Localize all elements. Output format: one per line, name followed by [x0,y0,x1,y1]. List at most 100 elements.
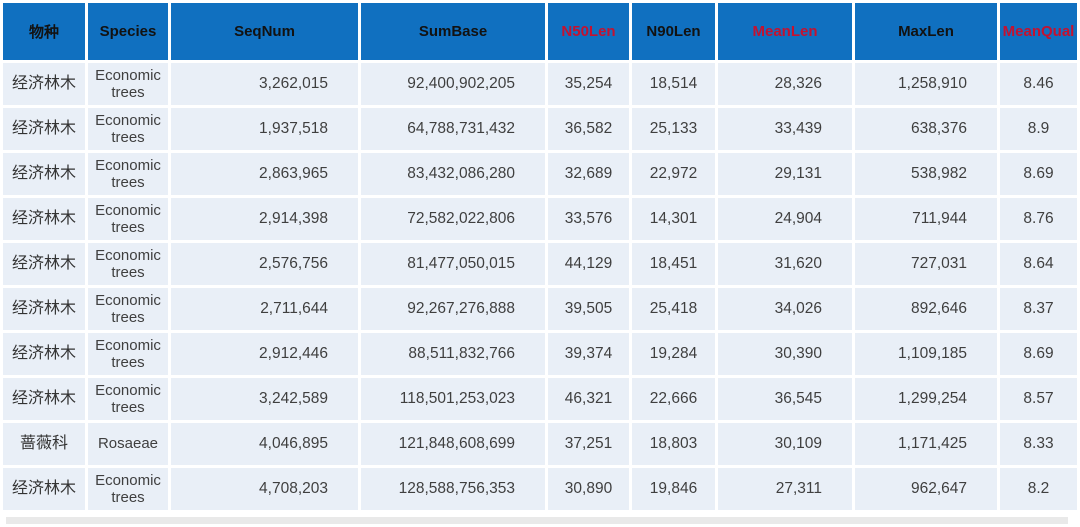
header-cell-maxlen: MaxLen [855,3,997,60]
cell-sumbase: 72,582,022,806 [361,198,545,240]
cell-species_cn: 经济林木 [3,333,85,375]
cell-n90len: 18,514 [632,63,715,105]
cell-species_en: Economic trees [88,333,168,375]
cell-sumbase: 128,588,756,353 [361,468,545,510]
cell-species_en: Economic trees [88,108,168,150]
table-row: 经济林木 Economic trees 1,937,518 64,788,731,43… [3,108,1077,150]
table-body: 经济林木 Economic trees 3,262,015 92,400,902,20… [3,63,1077,510]
cell-meanqual: 8.2 [1000,468,1077,510]
cell-species_en: Economic trees [88,243,168,285]
cell-species_en: Economic trees [88,153,168,195]
cell-n90len: 25,418 [632,288,715,330]
cell-maxlen: 727,031 [855,243,997,285]
cell-species_cn: 经济林木 [3,378,85,420]
cell-seqnum: 3,262,015 [171,63,358,105]
table-header-row: 物种 Species SeqNum SumBase N50Len N90Len MeanLe… [3,3,1077,60]
cell-species_cn: 经济林木 [3,468,85,510]
cell-n50len: 37,251 [548,423,629,465]
cell-n90len: 22,666 [632,378,715,420]
cell-sumbase: 81,477,050,015 [361,243,545,285]
cell-n90len: 19,846 [632,468,715,510]
header-cell-meanqual: MeanQual [1000,3,1077,60]
cell-seqnum: 3,242,589 [171,378,358,420]
cell-n90len: 25,133 [632,108,715,150]
cell-species_en: Economic trees [88,198,168,240]
cell-meanlen: 27,311 [718,468,852,510]
cell-meanqual: 8.46 [1000,63,1077,105]
cell-maxlen: 638,376 [855,108,997,150]
bottom-edge-strip [6,517,1068,524]
cell-meanqual: 8.9 [1000,108,1077,150]
cell-sumbase: 92,400,902,205 [361,63,545,105]
species-assembly-stats-table: 物种 Species SeqNum SumBase N50Len N90Len MeanLe… [3,3,1077,510]
cell-species_cn: 经济林木 [3,153,85,195]
cell-seqnum: 1,937,518 [171,108,358,150]
cell-maxlen: 892,646 [855,288,997,330]
table-row: 经济林木 Economic trees 2,863,965 83,432,086,28… [3,153,1077,195]
cell-species_cn: 经济林木 [3,243,85,285]
cell-maxlen: 1,171,425 [855,423,997,465]
cell-n50len: 33,576 [548,198,629,240]
cell-seqnum: 4,708,203 [171,468,358,510]
cell-seqnum: 4,046,895 [171,423,358,465]
cell-maxlen: 538,982 [855,153,997,195]
cell-n90len: 18,451 [632,243,715,285]
cell-meanqual: 8.76 [1000,198,1077,240]
cell-species_cn: 蔷薇科 [3,423,85,465]
cell-meanqual: 8.37 [1000,288,1077,330]
cell-species_cn: 经济林木 [3,63,85,105]
header-cell-n50len: N50Len [548,3,629,60]
cell-n90len: 19,284 [632,333,715,375]
cell-maxlen: 711,944 [855,198,997,240]
cell-n50len: 35,254 [548,63,629,105]
table-row: 经济林木 Economic trees 3,262,015 92,400,902,20… [3,63,1077,105]
cell-n90len: 18,803 [632,423,715,465]
cell-species_en: Economic trees [88,63,168,105]
cell-seqnum: 2,914,398 [171,198,358,240]
cell-meanqual: 8.69 [1000,153,1077,195]
cell-meanlen: 31,620 [718,243,852,285]
cell-species_en: Economic trees [88,378,168,420]
cell-sumbase: 118,501,253,023 [361,378,545,420]
cell-maxlen: 1,109,185 [855,333,997,375]
table-row: 蔷薇科 Rosaeae 4,046,895 121,848,608,699 37,251… [3,423,1077,465]
cell-sumbase: 92,267,276,888 [361,288,545,330]
cell-n50len: 36,582 [548,108,629,150]
cell-n50len: 46,321 [548,378,629,420]
cell-n50len: 32,689 [548,153,629,195]
header-cell-sumbase: SumBase [361,3,545,60]
cell-meanqual: 8.64 [1000,243,1077,285]
cell-species_cn: 经济林木 [3,198,85,240]
table-header: 物种 Species SeqNum SumBase N50Len N90Len MeanLe… [3,3,1077,60]
cell-seqnum: 2,863,965 [171,153,358,195]
table-row: 经济林木 Economic trees 2,576,756 81,477,050,01… [3,243,1077,285]
cell-meanlen: 30,390 [718,333,852,375]
cell-n50len: 30,890 [548,468,629,510]
cell-meanlen: 28,326 [718,63,852,105]
cell-n50len: 44,129 [548,243,629,285]
cell-seqnum: 2,912,446 [171,333,358,375]
cell-maxlen: 962,647 [855,468,997,510]
header-cell-seqnum: SeqNum [171,3,358,60]
cell-maxlen: 1,299,254 [855,378,997,420]
cell-meanlen: 29,131 [718,153,852,195]
table-row: 经济林木 Economic trees 4,708,203 128,588,756,3… [3,468,1077,510]
cell-species_en: Economic trees [88,288,168,330]
table-row: 经济林木 Economic trees 2,912,446 88,511,832,76… [3,333,1077,375]
cell-species_cn: 经济林木 [3,108,85,150]
cell-meanlen: 30,109 [718,423,852,465]
header-cell-species_cn: 物种 [3,3,85,60]
cell-species_en: Rosaeae [88,423,168,465]
cell-sumbase: 64,788,731,432 [361,108,545,150]
cell-n90len: 22,972 [632,153,715,195]
cell-sumbase: 121,848,608,699 [361,423,545,465]
cell-species_en: Economic trees [88,468,168,510]
table-row: 经济林木 Economic trees 2,711,644 92,267,276,88… [3,288,1077,330]
header-cell-meanlen: MeanLen [718,3,852,60]
header-cell-n90len: N90Len [632,3,715,60]
cell-n90len: 14,301 [632,198,715,240]
cell-meanqual: 8.33 [1000,423,1077,465]
cell-meanlen: 34,026 [718,288,852,330]
cell-sumbase: 83,432,086,280 [361,153,545,195]
